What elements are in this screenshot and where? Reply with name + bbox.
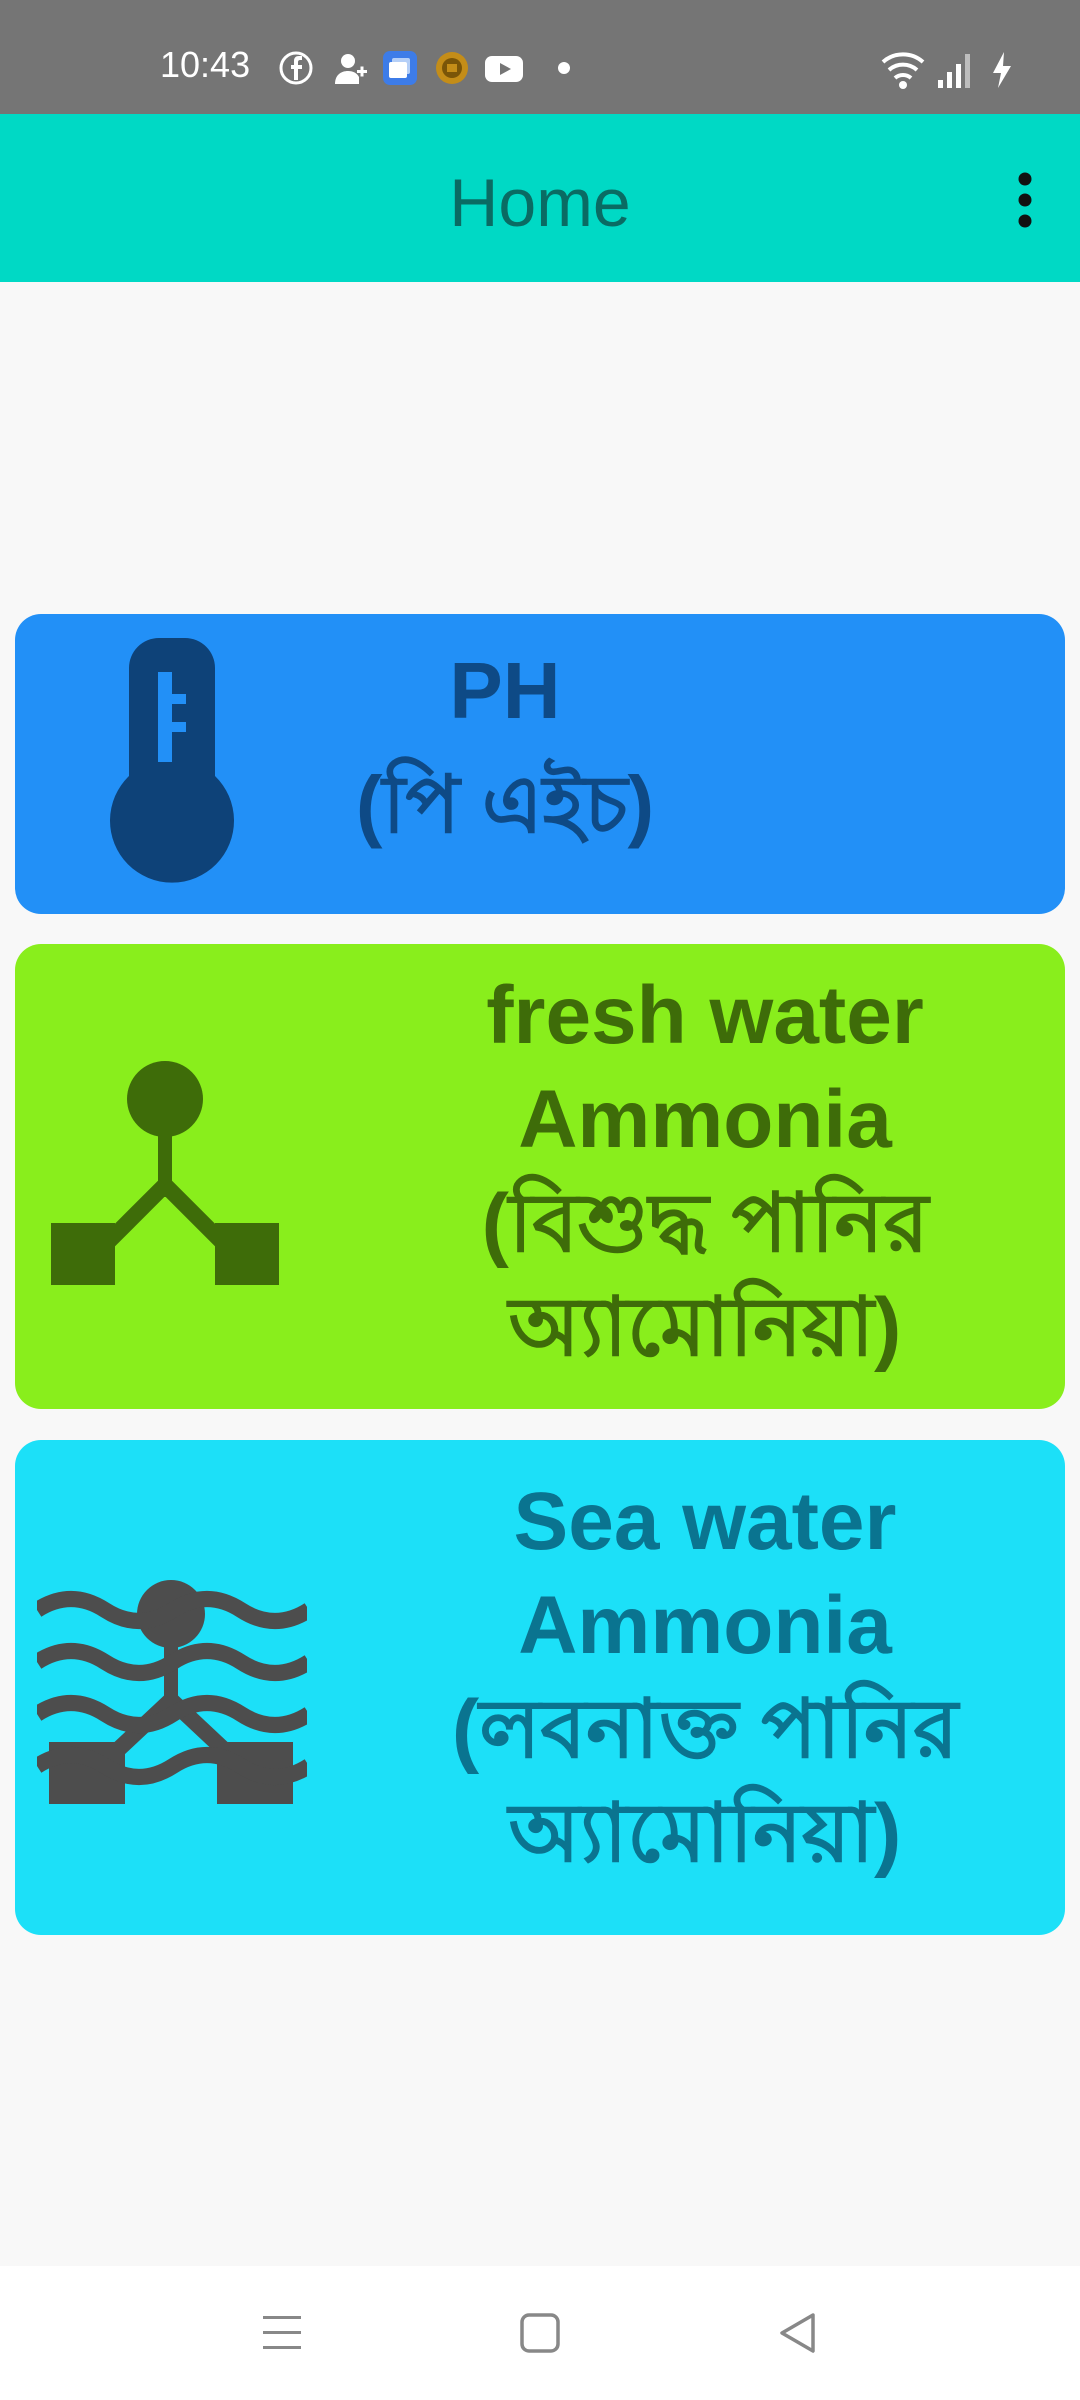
ph-card[interactable]: PH (পি এইচ) — [15, 614, 1065, 914]
fresh-water-card-label: fresh water Ammonia (বিশুদ্ধ পানির অ্যাম… — [345, 964, 1065, 1380]
more-vert-icon[interactable] — [1000, 170, 1050, 230]
app-bar: Home — [0, 114, 1080, 282]
home-nav-icon[interactable] — [515, 2308, 565, 2358]
status-bar: 10:43 — [0, 0, 1080, 114]
system-nav-bar — [0, 2266, 1080, 2400]
status-time: 10:43 — [160, 44, 251, 85]
ph-card-label: PH (পি এইচ) — [245, 634, 765, 862]
sea-water-card-label: Sea water Ammonia (লবনাক্ত পানির অ্যামোন… — [345, 1470, 1065, 1886]
youtube-icon — [485, 56, 523, 82]
molecule-icon — [51, 1061, 279, 1285]
sea-water-card-line: Sea water — [513, 1476, 897, 1567]
dot-icon — [558, 62, 570, 74]
facebook-icon — [279, 51, 313, 85]
fresh-water-card-line: fresh water — [486, 970, 924, 1061]
charging-icon — [993, 52, 1011, 88]
back-nav-icon[interactable] — [773, 2308, 823, 2358]
sea-water-card-line: Ammonia — [518, 1580, 892, 1671]
ph-card-line: (পি এইচ) — [355, 760, 655, 849]
fresh-water-ammonia-card[interactable]: fresh water Ammonia (বিশুদ্ধ পানির অ্যাম… — [15, 944, 1065, 1409]
sea-molecule-icon — [37, 1580, 307, 1804]
fresh-water-card-line: (বিশুদ্ধ পানির — [481, 1178, 929, 1269]
coin-icon — [436, 52, 468, 84]
person-add-icon — [335, 54, 367, 84]
app-icon — [383, 51, 417, 85]
wifi-icon — [881, 52, 925, 89]
sea-water-card-line: (লবনাক্ত পানির — [451, 1684, 959, 1775]
sea-water-ammonia-card[interactable]: Sea water Ammonia (লবনাক্ত পানির অ্যামোন… — [15, 1440, 1065, 1935]
page-title: Home — [449, 165, 631, 241]
fresh-water-card-line: অ্যামোনিয়া) — [508, 1282, 902, 1373]
thermometer-icon — [110, 638, 234, 883]
menu-nav-icon[interactable] — [257, 2308, 307, 2358]
signal-icon — [938, 54, 970, 88]
sea-water-card-line: অ্যামোনিয়া) — [508, 1788, 902, 1879]
fresh-water-card-line: Ammonia — [518, 1074, 892, 1165]
ph-card-line: PH — [449, 646, 561, 735]
